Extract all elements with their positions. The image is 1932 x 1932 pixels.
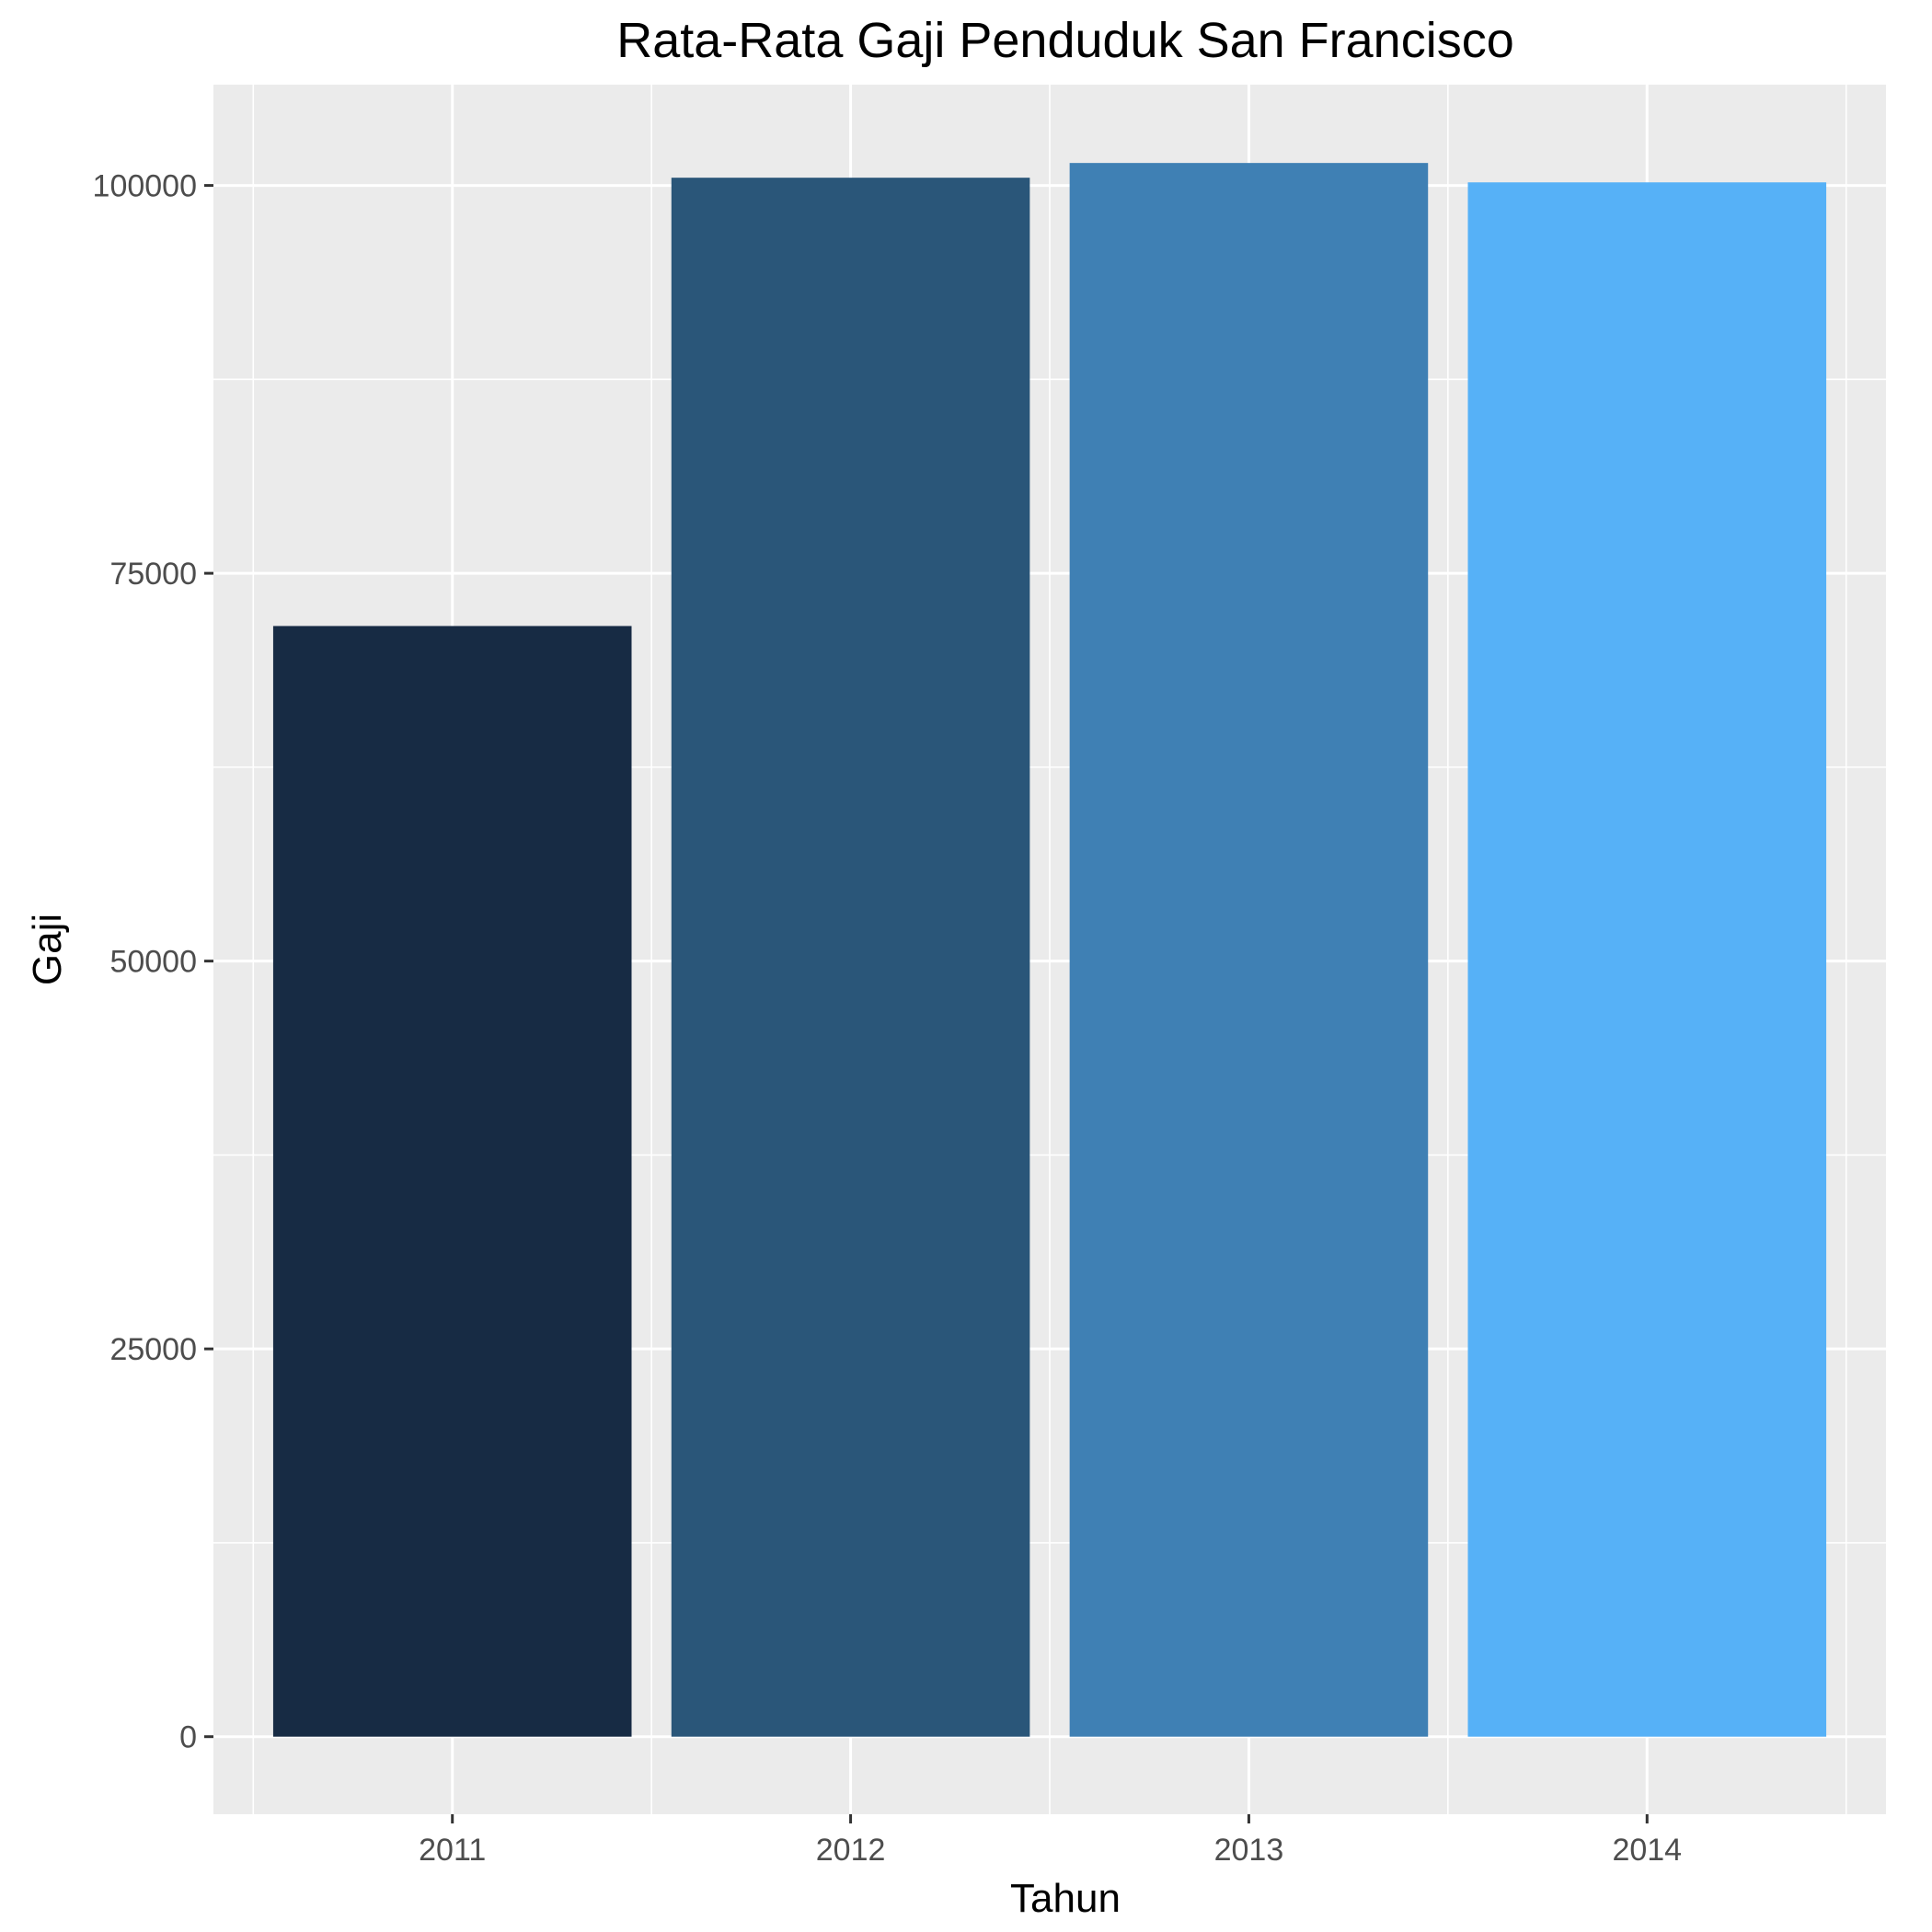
y-tick-label: 0 <box>179 1720 197 1755</box>
bars <box>272 163 1827 1737</box>
y-tick-label: 50000 <box>109 945 197 980</box>
x-tick-label: 2014 <box>1612 1833 1682 1868</box>
chart-title: Rata-Rata Gaji Penduduk San Francisco <box>616 13 1514 68</box>
x-tick-label: 2013 <box>1214 1833 1284 1868</box>
y-tick-label: 75000 <box>109 557 197 592</box>
bar-2012 <box>671 178 1030 1737</box>
bar-2013 <box>1069 163 1429 1737</box>
y-tick-label: 25000 <box>109 1332 197 1367</box>
x-axis-ticks: 2011 2012 2013 2014 <box>419 1814 1682 1868</box>
bar-2014 <box>1467 182 1827 1737</box>
y-axis-ticks: 0 25000 50000 75000 100000 <box>93 169 213 1755</box>
y-tick-label: 100000 <box>93 169 197 204</box>
bar-2011 <box>272 626 632 1737</box>
x-axis-title: Tahun <box>1010 1876 1121 1921</box>
x-tick-label: 2012 <box>816 1833 886 1868</box>
x-tick-label: 2011 <box>419 1833 486 1868</box>
y-axis-title: Gaji <box>25 914 70 985</box>
